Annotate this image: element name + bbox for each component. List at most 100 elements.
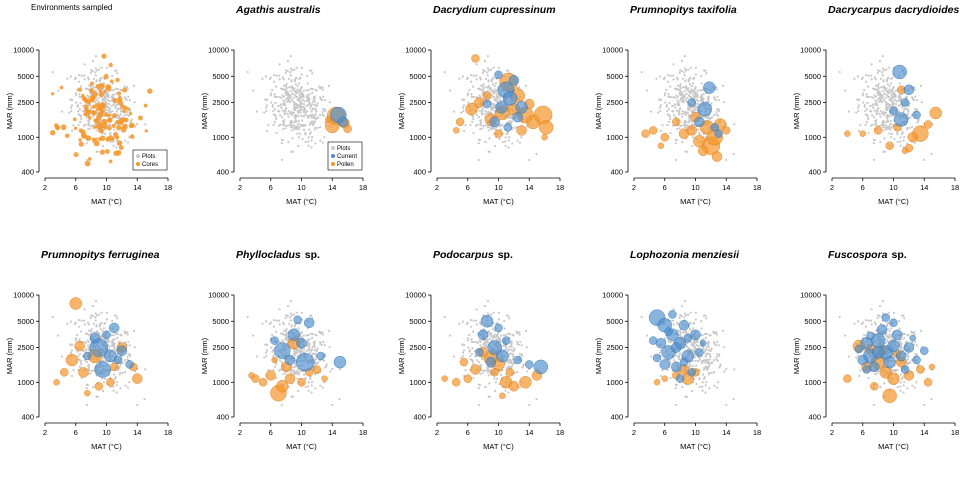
core-point (110, 136, 115, 141)
plot-site-point (92, 369, 95, 372)
plot-site-point (297, 110, 300, 113)
current-point (494, 70, 503, 79)
plot-site-point (96, 100, 100, 103)
plot-site-point (76, 333, 79, 337)
plot-site-point (265, 129, 269, 133)
plot-site-point (111, 319, 114, 323)
plot-site-point (686, 111, 690, 114)
plot-site-point (667, 93, 670, 96)
plot-site-point (487, 395, 490, 398)
plot-site-point (272, 109, 275, 113)
plot-site-point (882, 150, 885, 153)
current-point (869, 361, 880, 373)
panel-title: Dacrydium cupressinum (433, 4, 556, 16)
plot-site-point (324, 109, 327, 113)
plot-site-point (89, 330, 93, 333)
plot-site-point (273, 365, 277, 368)
plot-site-point (707, 365, 711, 368)
plot-site-point (462, 104, 466, 107)
plot-site-point (113, 102, 116, 105)
pollen-point (653, 379, 661, 386)
plot-site-point (678, 85, 682, 88)
plot-site-point (674, 403, 677, 407)
plot-site-point (659, 104, 663, 107)
plot-site-point (496, 321, 499, 324)
plot-site-point (128, 99, 131, 102)
plot-site-point (640, 70, 643, 74)
y-tick-label: 1000 (804, 133, 821, 142)
plot-site-point (722, 101, 725, 104)
plot-site-point (715, 386, 718, 389)
core-point (95, 83, 101, 89)
plot-site-point (676, 329, 680, 332)
plot-site-point (701, 389, 704, 392)
plot-site-point (930, 397, 933, 401)
pollen-point (885, 141, 894, 150)
plot-site-point (305, 99, 309, 102)
plot-site-point (507, 139, 510, 142)
plot-site-point (668, 359, 671, 362)
plot-site-point (899, 144, 902, 147)
current-point (889, 106, 898, 116)
plot-site-point (307, 385, 310, 388)
plot-site-point (667, 95, 670, 98)
plot-site-point (270, 346, 273, 349)
plot-site-point (683, 300, 687, 303)
plot-site-point (78, 338, 81, 341)
plot-site-point (694, 87, 697, 90)
x-tick-label: 18 (556, 428, 564, 437)
panel-title-name: Prumnopitys ferruginea (41, 249, 160, 261)
y-tick-label: 400 (808, 413, 821, 422)
plot-site-point (913, 333, 916, 336)
plot-site-point (275, 85, 278, 88)
plot-site-point (299, 95, 303, 98)
plot-site-point (697, 100, 700, 103)
plot-site-point (124, 341, 127, 344)
plot-site-point (90, 107, 93, 110)
plot-site-point (885, 90, 888, 93)
plot-site-point (309, 104, 313, 107)
plot-site-point (725, 367, 728, 371)
plot-site-point (308, 377, 312, 381)
plot-site-point (51, 315, 54, 319)
plot-site-point (882, 129, 885, 132)
plot-site-point (95, 150, 98, 153)
plot-site-point (510, 345, 513, 349)
plot-site-point (282, 119, 285, 123)
plot-site-point (838, 315, 841, 319)
pollen-point (321, 375, 328, 382)
pollen-point (69, 297, 82, 310)
plot-site-point (95, 314, 99, 317)
plot-site-point (695, 343, 698, 347)
plot-site-point (646, 334, 649, 337)
plot-site-point (896, 131, 899, 135)
plot-site-point (681, 98, 684, 101)
plot-site-point (715, 88, 718, 91)
current-point (903, 342, 915, 353)
plot-site-point (252, 89, 255, 92)
plot-site-point (112, 373, 116, 376)
plot-site-point (123, 114, 127, 117)
plot-site-point (913, 88, 916, 91)
core-point (60, 124, 67, 131)
plot-site-point (923, 403, 926, 407)
plot-site-point (93, 331, 96, 334)
plot-site-point (311, 72, 314, 75)
plot-site-point (906, 387, 909, 390)
plot-site-point (304, 385, 307, 389)
plot-site-point (478, 339, 481, 342)
plot-site-point (312, 96, 315, 99)
plot-site-point (115, 391, 118, 394)
plot-site-point (321, 333, 324, 336)
plot-site-point (486, 74, 489, 77)
plot-site-point (877, 98, 880, 101)
plot-site-point (886, 103, 889, 106)
plot-site-point (847, 110, 851, 113)
plot-site-point (874, 102, 878, 105)
plot-site-point (110, 104, 113, 107)
core-point (87, 115, 92, 120)
plot-site-point (892, 87, 895, 90)
plot-site-point (286, 314, 289, 318)
pollen-point (132, 373, 143, 384)
plot-site-point (679, 107, 682, 110)
